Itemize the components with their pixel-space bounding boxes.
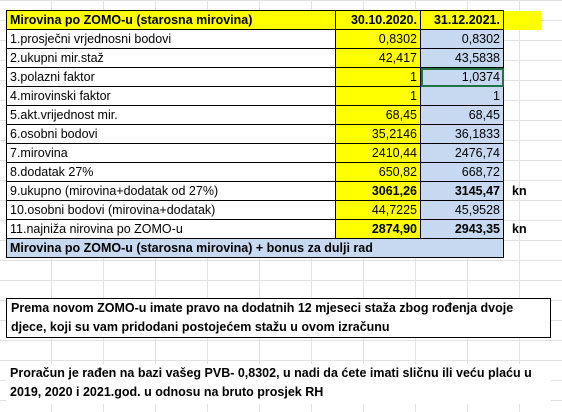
row-unit-cell[interactable]: kn xyxy=(512,184,527,198)
row-unit-cell[interactable] xyxy=(504,163,542,182)
row-value-2021-cell[interactable]: 45,9528 xyxy=(420,200,504,220)
table-row: 4.mirovinski faktor 1 1 xyxy=(6,86,542,106)
row-value-2020-cell[interactable]: 3061,26 xyxy=(335,181,421,201)
row-label-cell[interactable]: 8.dodatak 27% xyxy=(6,162,336,182)
row-label-cell[interactable]: 6.osobni bodovi xyxy=(6,124,336,144)
row-label-cell[interactable]: 9.ukupno (mirovina+dodatak od 27%) xyxy=(6,181,336,201)
row-unit-cell[interactable] xyxy=(504,144,542,163)
table-row: 11.najniža nirovina po ZOMO-u 2874,90 29… xyxy=(6,219,542,239)
row-label-cell[interactable]: 5.akt.vrijednost mir. xyxy=(6,105,336,125)
row-unit-cell[interactable] xyxy=(504,87,542,106)
table-row: 10.osobni bodovi (mirovina+dodatak) 44,7… xyxy=(6,200,542,220)
row-label-cell[interactable]: 2.ukupni mir.staž xyxy=(6,48,336,68)
row-value-2020-cell[interactable]: 650,82 xyxy=(335,162,421,182)
row-value-2020-cell[interactable]: 44,7225 xyxy=(335,200,421,220)
row-value-2021-cell[interactable]: 2476,74 xyxy=(420,143,504,163)
table-row: 8.dodatak 27% 650,82 668,72 xyxy=(6,162,542,182)
row-label-cell[interactable]: 3.polazni faktor xyxy=(6,67,336,87)
row-label-cell[interactable]: 10.osobni bodovi (mirovina+dodatak) xyxy=(6,200,336,220)
table-row: 9.ukupno (mirovina+dodatak od 27%) 3061,… xyxy=(6,181,542,201)
row-value-2020-cell[interactable]: 68,45 xyxy=(335,105,421,125)
row-value-2021-cell[interactable]: 3145,47 xyxy=(420,181,504,201)
header-label-cell[interactable]: Mirovina po ZOMO-u (starosna mirovina) xyxy=(6,10,336,30)
row-label-cell[interactable]: 1.prosječni vrjednosni bodovi xyxy=(6,29,336,49)
row-label-cell[interactable]: 11.najniža nirovina po ZOMO-u xyxy=(6,219,336,239)
row-value-2021-cell[interactable]: 1 xyxy=(420,86,504,106)
header-date-2-cell[interactable]: 31.12.2021. xyxy=(420,10,504,30)
row-value-2021-cell[interactable]: 68,45 xyxy=(420,105,504,125)
row-label-cell[interactable]: 4.mirovinski faktor xyxy=(6,86,336,106)
table-row: 5.akt.vrijednost mir. 68,45 68,45 xyxy=(6,105,542,125)
row-value-2020-cell[interactable]: 35,2146 xyxy=(335,124,421,144)
row-value-2021-cell[interactable]: 43,5838 xyxy=(420,48,504,68)
table-row: 1.prosječni vrjednosni bodovi 0,8302 0,8… xyxy=(6,29,542,49)
row-value-2021-cell[interactable]: 2943,35 xyxy=(420,219,504,239)
footer-bonus-cell[interactable]: Mirovina po ZOMO-u (starosna mirovina) +… xyxy=(6,238,504,258)
row-value-2021-cell[interactable]: 36,1833 xyxy=(420,124,504,144)
row-value-2021-cell[interactable]: 668,72 xyxy=(420,162,504,182)
row-unit-cell[interactable] xyxy=(504,201,542,220)
row-value-2021-cell[interactable]: 0,8302 xyxy=(420,29,504,49)
table-row: 2.ukupni mir.staž 42,417 43,5838 xyxy=(6,48,542,68)
table-row: 6.osobni bodovi 35,2146 36,1833 xyxy=(6,124,542,144)
footer-unit-cell[interactable] xyxy=(504,239,542,258)
table-footer-row: Mirovina po ZOMO-u (starosna mirovina) +… xyxy=(6,238,542,258)
table-header-row: Mirovina po ZOMO-u (starosna mirovina) 3… xyxy=(6,10,542,30)
selected-cell[interactable]: 1,0374 xyxy=(420,67,504,87)
row-value-2020-cell[interactable]: 1 xyxy=(335,86,421,106)
row-unit-cell[interactable] xyxy=(504,68,542,87)
row-value-2020-cell[interactable]: 0,8302 xyxy=(335,29,421,49)
header-unit-cell[interactable] xyxy=(503,10,542,30)
row-unit-cell[interactable] xyxy=(504,49,542,68)
children-bonus-note[interactable]: Prema novom ZOMO-u imate pravo na dodatn… xyxy=(6,298,551,338)
row-unit-cell[interactable]: kn xyxy=(512,222,527,236)
row-value-2020-cell[interactable]: 1 xyxy=(335,67,421,87)
row-value-2020-cell[interactable]: 2874,90 xyxy=(335,219,421,239)
row-unit-cell[interactable] xyxy=(504,125,542,144)
row-value-2020-cell[interactable]: 2410,44 xyxy=(335,143,421,163)
row-unit-cell[interactable] xyxy=(504,30,542,49)
calculation-basis-note[interactable]: Proračun je rađen na bazi vašeg PVB- 0,8… xyxy=(6,364,551,404)
header-date-1-cell[interactable]: 30.10.2020. xyxy=(335,10,421,30)
table-row: 7.mirovina 2410,44 2476,74 xyxy=(6,143,542,163)
pension-table: Mirovina po ZOMO-u (starosna mirovina) 3… xyxy=(6,10,542,258)
row-value-2020-cell[interactable]: 42,417 xyxy=(335,48,421,68)
table-row: 3.polazni faktor 1 1,0374 xyxy=(6,67,542,87)
row-unit-cell[interactable] xyxy=(504,106,542,125)
row-label-cell[interactable]: 7.mirovina xyxy=(6,143,336,163)
